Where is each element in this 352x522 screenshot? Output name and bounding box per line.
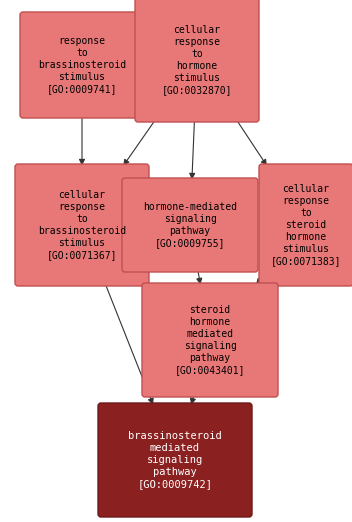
- FancyBboxPatch shape: [98, 403, 252, 517]
- Text: response
to
brassinosteroid
stimulus
[GO:0009741]: response to brassinosteroid stimulus [GO…: [38, 36, 126, 94]
- Text: hormone-mediated
signaling
pathway
[GO:0009755]: hormone-mediated signaling pathway [GO:0…: [143, 202, 237, 248]
- FancyBboxPatch shape: [142, 283, 278, 397]
- FancyBboxPatch shape: [20, 12, 144, 118]
- FancyBboxPatch shape: [122, 178, 258, 272]
- Text: cellular
response
to
steroid
hormone
stimulus
[GO:0071383]: cellular response to steroid hormone sti…: [271, 184, 341, 266]
- Text: steroid
hormone
mediated
signaling
pathway
[GO:0043401]: steroid hormone mediated signaling pathw…: [175, 305, 245, 375]
- Text: cellular
response
to
brassinosteroid
stimulus
[GO:0071367]: cellular response to brassinosteroid sti…: [38, 190, 126, 260]
- FancyBboxPatch shape: [15, 164, 149, 286]
- Text: brassinosteroid
mediated
signaling
pathway
[GO:0009742]: brassinosteroid mediated signaling pathw…: [128, 431, 222, 489]
- FancyBboxPatch shape: [135, 0, 259, 122]
- Text: cellular
response
to
hormone
stimulus
[GO:0032870]: cellular response to hormone stimulus [G…: [162, 25, 232, 95]
- FancyBboxPatch shape: [259, 164, 352, 286]
